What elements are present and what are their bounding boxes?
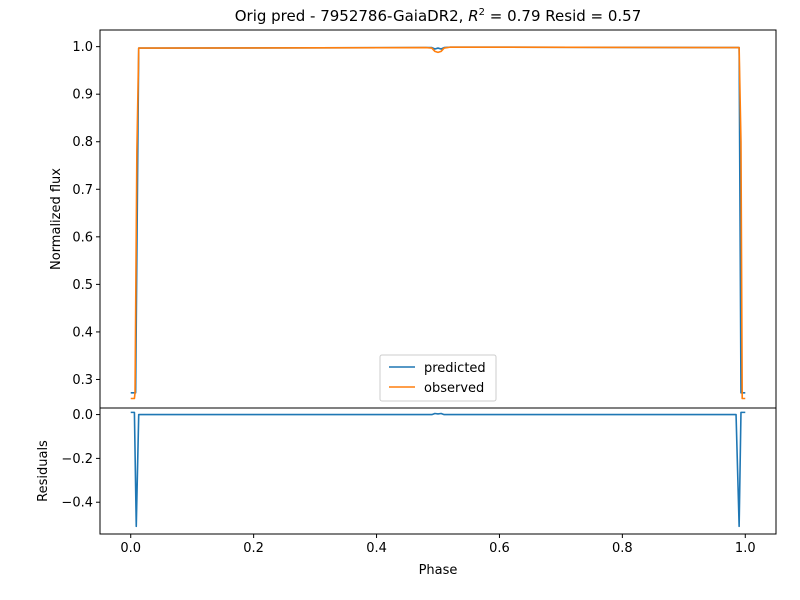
flux-y-tick-label: 0.4 — [72, 325, 93, 340]
residuals-y-tick-label: 0.0 — [72, 408, 93, 423]
residuals-y-axis-label: Residuals — [36, 440, 51, 502]
flux-y-tick-label: 0.9 — [72, 88, 93, 103]
residuals-lines — [130, 411, 746, 528]
title-r2-value: = 0.79 Resid = 0.57 — [485, 7, 641, 25]
residuals-ticks: 0.0 −0.2 −0.4 0.0 0.2 0.4 0.6 0.8 1.0 — [61, 408, 755, 556]
x-tick-label: 0.2 — [243, 541, 264, 556]
title-prefix: Orig pred - 7952786-GaiaDR2, — [235, 7, 468, 25]
flux-y-tick-label: 0.3 — [72, 373, 93, 388]
flux-y-tick-label: 1.0 — [72, 40, 93, 55]
legend-predicted-label: predicted — [424, 361, 486, 376]
flux-y-tick-label: 0.8 — [72, 135, 93, 150]
residuals-y-tick-label: −0.4 — [61, 496, 93, 511]
flux-y-axis-label: Normalized flux — [49, 168, 64, 270]
residuals-line — [130, 411, 746, 528]
legend-observed-label: observed — [424, 381, 484, 396]
residuals-axes-frame — [99, 407, 777, 535]
chart-title: Orig pred - 7952786-GaiaDR2, R2 = 0.79 R… — [235, 7, 642, 25]
flux-y-tick-label: 0.7 — [72, 183, 93, 198]
title-r2-symbol: R — [468, 7, 478, 25]
residuals-panel: 0.0−0.2−0.40.0 0.2 0.4 0.6 0.8 1.0 Residuals … — [36, 407, 777, 578]
flux-y-ticks: 0.3 0.4 0.5 0.6 0.7 0.8 0.9 1.0 — [72, 40, 100, 388]
flux-panel: 0.3 0.4 0.5 0.6 0.7 0.8 0.9 1.0 Normalized flux… — [49, 29, 777, 409]
flux-y-tick-label: 0.6 — [72, 230, 93, 245]
flux-lines — [130, 46, 746, 400]
x-tick-label: 0.0 — [120, 541, 141, 556]
flux-y-tick-label: 0.5 — [72, 278, 93, 293]
x-tick-label: 0.8 — [612, 541, 633, 556]
x-tick-label: 0.4 — [366, 541, 387, 556]
residuals-y-tick-label: −0.2 — [61, 452, 93, 467]
x-tick-label: 1.0 — [735, 541, 756, 556]
x-tick-label: 0.6 — [489, 541, 510, 556]
legend: predicted observed — [379, 354, 497, 402]
title-r2-exponent: 2 — [479, 7, 485, 18]
x-axis-label: Phase — [419, 563, 458, 578]
series-line-observed — [130, 46, 746, 400]
